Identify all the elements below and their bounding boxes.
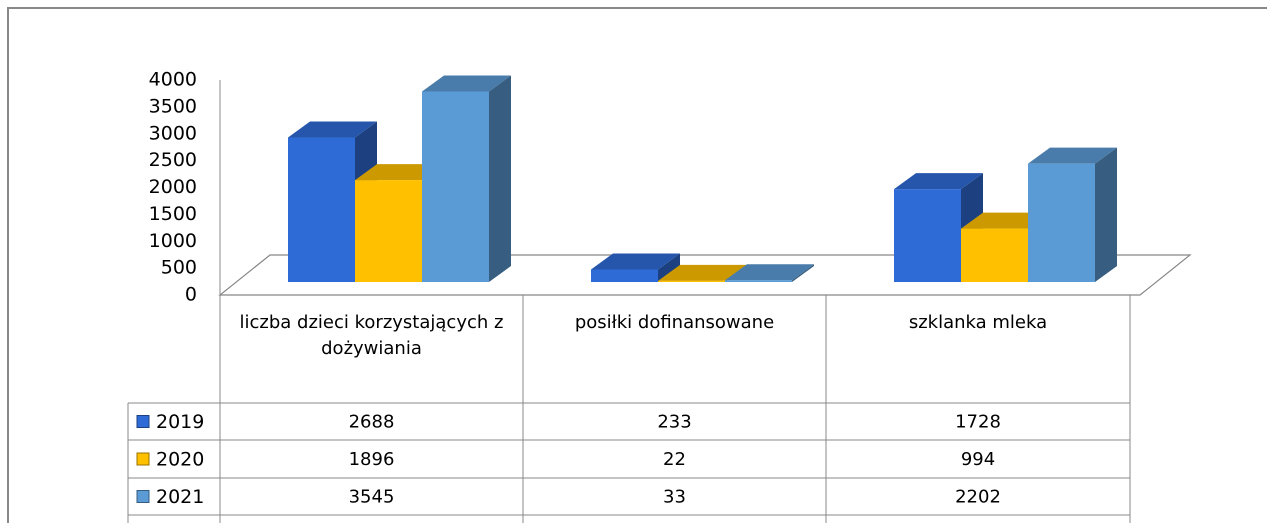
bar-top xyxy=(355,164,444,181)
legend-key xyxy=(136,490,150,503)
legend-label: 2020 xyxy=(156,449,204,471)
bar-top xyxy=(591,253,680,270)
bar xyxy=(288,137,355,282)
table-value: 2688 xyxy=(349,412,395,433)
y-tick-label: 2500 xyxy=(149,149,197,171)
bar-top xyxy=(422,75,511,92)
y-tick-label: 4000 xyxy=(149,69,197,91)
bar-side xyxy=(1095,147,1117,282)
bar xyxy=(355,180,422,282)
table-value: 994 xyxy=(961,449,995,470)
bar-side xyxy=(792,264,814,282)
table-value: 33 xyxy=(663,487,686,508)
bar xyxy=(894,189,961,282)
legend-label: 2019 xyxy=(156,411,204,433)
table-value: 1728 xyxy=(955,412,1001,433)
frame xyxy=(7,7,1267,523)
table-value: 2202 xyxy=(955,487,1001,508)
category-label: posiłki dofinansowane xyxy=(574,312,775,333)
bar xyxy=(961,228,1028,282)
bar xyxy=(658,280,725,282)
bar-top xyxy=(725,264,814,281)
legend-label: 2021 xyxy=(156,486,204,508)
bar-side xyxy=(489,75,511,282)
bar xyxy=(725,280,792,282)
bar xyxy=(1028,163,1095,282)
category-label: liczba dzieci korzystających z dożywiani… xyxy=(239,312,504,359)
y-tick-label: 1000 xyxy=(149,230,197,252)
legend-key xyxy=(136,452,150,466)
y-tick-label: 1500 xyxy=(149,203,197,225)
bar-top xyxy=(961,212,1050,229)
y-tick-label: 0 xyxy=(185,284,197,306)
category-label: szklanka mleka xyxy=(908,312,1048,333)
y-tick-label: 500 xyxy=(161,257,197,279)
legend-key xyxy=(136,415,150,428)
bar xyxy=(591,269,658,282)
table-value: 22 xyxy=(663,449,686,470)
y-tick-label: 2000 xyxy=(149,176,197,198)
bar xyxy=(422,91,489,282)
bar-top xyxy=(288,121,377,138)
bar-side xyxy=(658,253,680,282)
table-value: 1896 xyxy=(349,449,395,470)
table-value: 233 xyxy=(657,412,691,433)
bar-top xyxy=(894,173,983,190)
y-tick-label: 3500 xyxy=(149,95,197,117)
bar-top xyxy=(1028,147,1117,164)
bar-top xyxy=(658,264,747,281)
y-tick-label: 3000 xyxy=(149,122,197,144)
table-value: 3545 xyxy=(349,487,395,508)
